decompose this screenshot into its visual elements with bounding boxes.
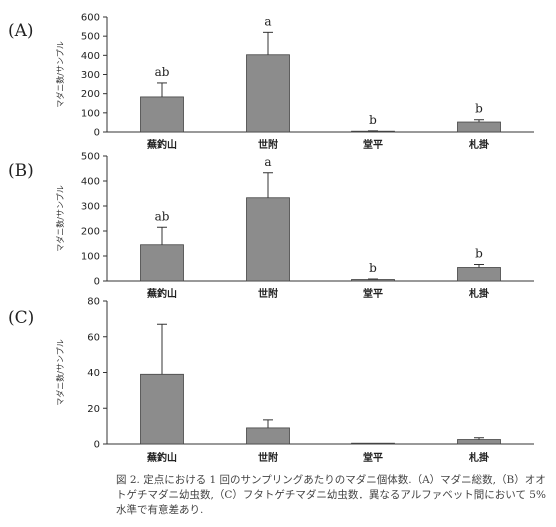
x-tick-label: 札掛: [468, 138, 490, 151]
significance-letter: b: [369, 261, 377, 275]
bar: [246, 197, 290, 282]
y-tick-label: 400: [81, 51, 100, 62]
y-tick-label: 100: [81, 108, 100, 119]
x-tick-label: 蕪釣山: [147, 451, 177, 464]
y-tick-label: 20: [87, 404, 100, 415]
bar: [246, 54, 290, 133]
significance-letter: ab: [155, 209, 170, 223]
bar: [140, 373, 184, 445]
x-tick-label: 札掛: [468, 451, 490, 464]
y-axis-label: マダニ数/サンプル: [55, 185, 65, 251]
x-tick-label: 世附: [258, 287, 278, 300]
y-tick-label: 0: [94, 128, 100, 139]
x-tick-label: 堂平: [363, 287, 383, 300]
x-tick-label: 堂平: [363, 138, 383, 151]
significance-letter: ab: [155, 65, 170, 79]
y-tick-label: 500: [81, 152, 100, 163]
y-tick-label: 100: [81, 252, 100, 263]
figure: (A)マダニ数/サンプル0100200300400500600ab蕪釣山a世附b…: [8, 13, 534, 464]
bar: [351, 442, 395, 445]
bar: [140, 244, 184, 282]
bar: [457, 121, 501, 133]
y-tick-label: 80: [87, 297, 100, 308]
y-tick-label: 0: [94, 277, 100, 288]
figure-caption: 図 2. 定点における 1 回のサンプリングあたりのマダニ個体数.（A）マダニ総…: [116, 474, 546, 516]
y-tick-label: 60: [87, 332, 100, 343]
x-tick-label: 堂平: [363, 451, 383, 464]
significance-letter: a: [264, 14, 271, 28]
y-tick-label: 300: [81, 202, 100, 213]
bar: [457, 267, 501, 282]
y-tick-label: 400: [81, 177, 100, 188]
y-tick-label: 40: [87, 368, 100, 379]
y-tick-label: 200: [81, 89, 100, 100]
significance-letter: b: [369, 113, 377, 127]
y-axis-label: マダニ数/サンプル: [55, 41, 65, 107]
significance-letter: b: [475, 102, 483, 116]
bar: [351, 279, 395, 282]
x-tick-label: 世附: [258, 138, 278, 151]
panel-label: (A): [8, 21, 34, 41]
y-tick-label: 200: [81, 227, 100, 238]
panel-label: (B): [8, 161, 34, 181]
y-tick-label: 500: [81, 32, 100, 43]
y-tick-label: 600: [81, 13, 100, 24]
y-tick-label: 300: [81, 70, 100, 81]
panel-label: (C): [8, 308, 34, 328]
x-tick-label: 札掛: [468, 287, 490, 300]
bar: [246, 427, 290, 445]
y-tick-label: 0: [94, 440, 100, 451]
bar: [457, 439, 501, 445]
x-tick-label: 蕪釣山: [147, 287, 177, 300]
x-tick-label: 世附: [258, 451, 278, 464]
significance-letter: b: [475, 247, 483, 261]
x-tick-label: 蕪釣山: [147, 138, 177, 151]
bar: [140, 96, 184, 133]
y-axis-label: マダニ数/サンプル: [55, 339, 65, 405]
significance-letter: a: [264, 155, 271, 169]
